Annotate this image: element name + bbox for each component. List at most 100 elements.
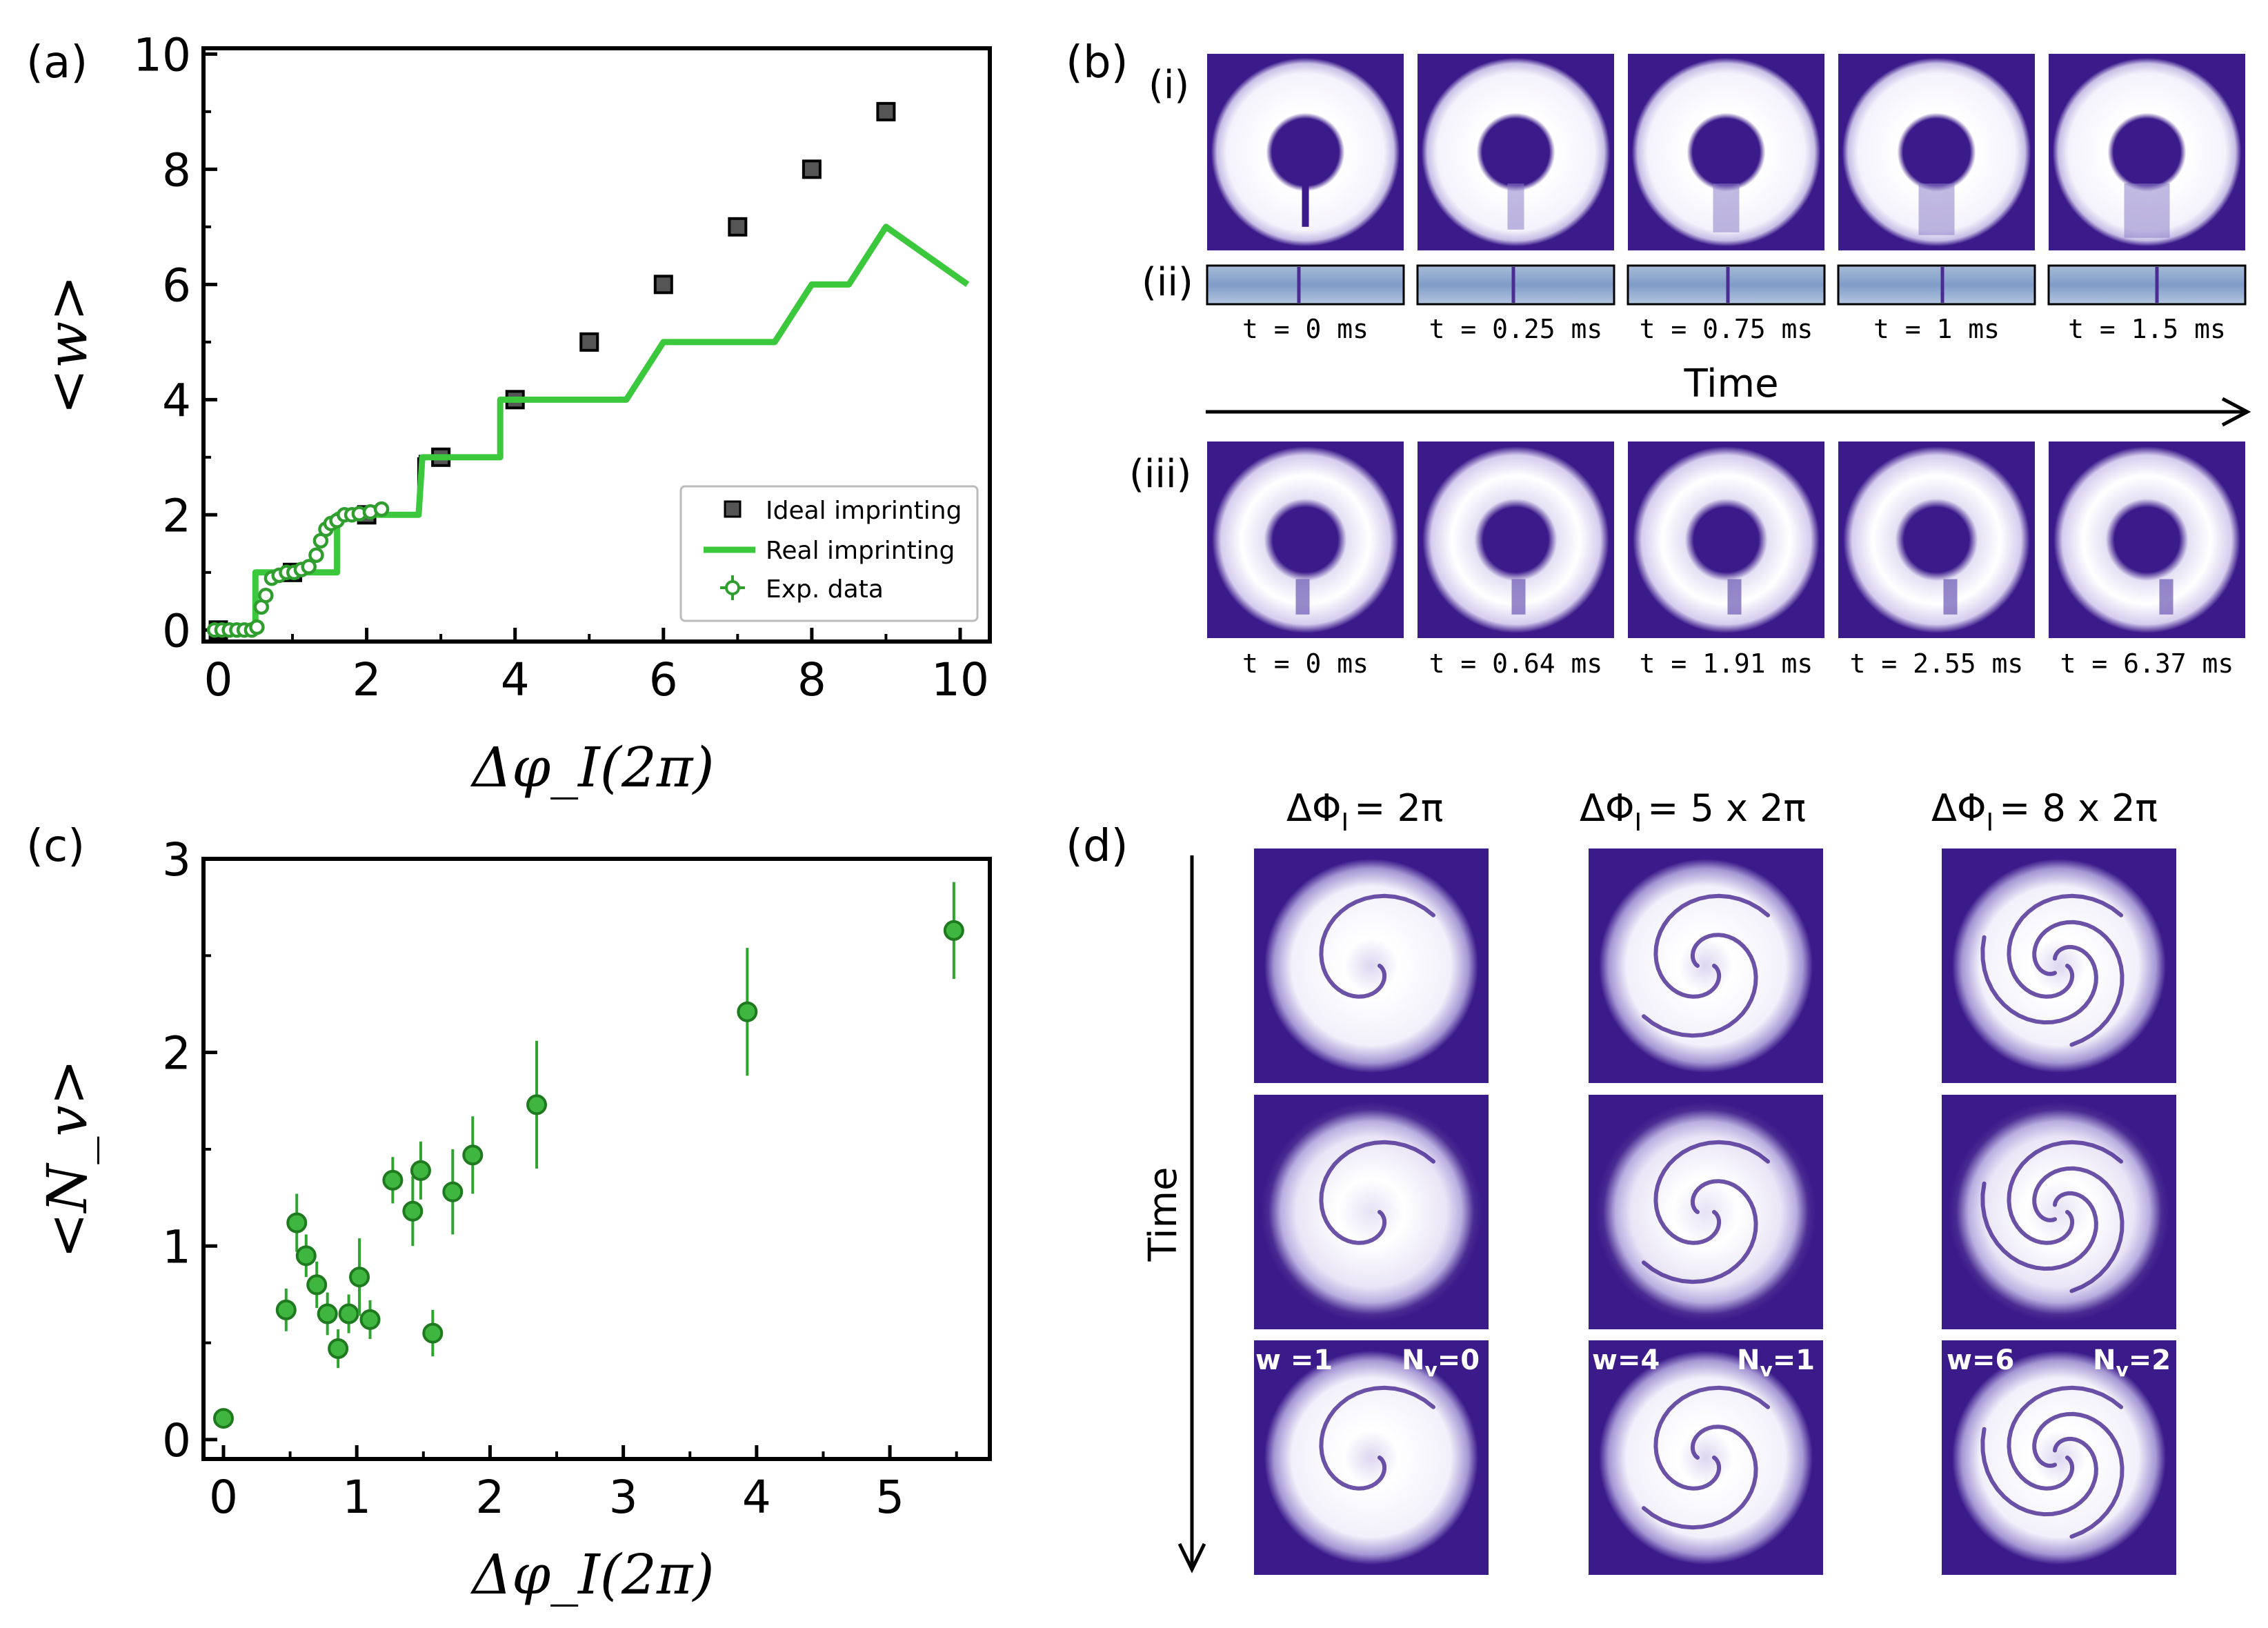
d-spiral-arm: [1980, 935, 2098, 1025]
panel-label-d: (d): [1066, 821, 1128, 872]
d-image-disk: [1595, 1347, 1816, 1568]
b-ring-notch: [2124, 183, 2170, 238]
chart-c-ticks: 0 1 2 3 4 5 0 1 2 3: [162, 833, 958, 1524]
c-point: [212, 1408, 234, 1429]
b-strip-image: [1416, 264, 1615, 306]
c-point: [359, 1309, 381, 1330]
d-spiral-arm: [2032, 1166, 2125, 1293]
c-ytick-label: 1: [162, 1220, 191, 1273]
header-3-text: ΔΦI = 8 x 2π: [1931, 786, 2158, 837]
header-2-text: ΔΦI = 5 x 2π: [1580, 786, 1806, 837]
panel-label-c: (c): [26, 821, 85, 872]
c-point: [286, 1212, 308, 1233]
c-xtick-label: 3: [609, 1471, 638, 1524]
legend-exp-marker: [725, 580, 740, 595]
legend-box: [679, 485, 979, 622]
panel-d-header-1: ΔΦI = 2π: [1286, 786, 1443, 837]
b-strip-image: [1206, 264, 1405, 306]
d-spiral-arm: [1642, 1179, 1758, 1284]
d-image-disk: [1595, 1102, 1816, 1322]
c-point: [737, 1001, 758, 1022]
c-xtick-label: 4: [742, 1471, 771, 1524]
panel-b-row-iii: [1207, 441, 2245, 638]
b-time-label-top: t = 1.5 ms: [2068, 314, 2226, 344]
panel-label-b: (b): [1066, 37, 1128, 88]
chart-c: 0 1 2 3 4 5 0 1 2 3 Δφ_I(2π) <N_v>: [35, 833, 992, 1607]
c-point: [943, 920, 964, 941]
b-ring-notch: [1507, 183, 1524, 230]
c-point: [410, 1160, 431, 1181]
a-exp-point: [258, 587, 274, 604]
a-ytick-label: 0: [162, 604, 191, 657]
d-spiral-arm: [2007, 1140, 2123, 1245]
panel-b-time-labels-bottom: t = 0 ms t = 0.64 ms t = 1.91 ms t = 2.55 m…: [1242, 648, 2234, 679]
c-point: [402, 1200, 424, 1222]
chart-a-legend: Ideal imprinting Real imprinting Exp. da…: [679, 485, 979, 622]
c-point: [306, 1274, 328, 1296]
overlay-nv-2: Nv=1: [1737, 1344, 1815, 1381]
a-xtick-label: 2: [352, 653, 381, 706]
panel-b-row-label-i: (i): [1148, 63, 1189, 108]
b-ring-image-bottom: [1628, 441, 1824, 638]
d-spiral-arm: [1980, 1427, 2098, 1517]
c-xtick-label: 1: [342, 1471, 371, 1524]
b-time-label-bottom: t = 1.91 ms: [1640, 648, 1813, 679]
d-image-disk: [1949, 1102, 2169, 1322]
d-image-disk: [1949, 1347, 2169, 1568]
legend-exp-label: Exp. data: [766, 575, 884, 604]
overlay-w-3: w=6: [1947, 1344, 2014, 1376]
legend-ideal-marker: [724, 500, 742, 518]
b-strip-line: [1726, 267, 1730, 303]
panel-d-image-grid: [1254, 848, 2176, 1575]
d-spiral-arm: [1980, 1181, 2098, 1271]
panel-b-row-label-ii: (ii): [1142, 260, 1193, 305]
b-strip-line: [1297, 267, 1301, 303]
panel-b-time-labels-top: t = 0 ms t = 0.25 ms t = 0.75 ms t = 1 ms t …: [1242, 314, 2226, 344]
panel-d-header-2: ΔΦI = 5 x 2π: [1580, 786, 1806, 837]
a-ideal-point: [802, 159, 822, 179]
panel-b-row-label-iii: (iii): [1129, 452, 1191, 497]
chart-a-frame: [201, 46, 992, 644]
chart-c-frame: [201, 857, 992, 1461]
time-axis-label: Time: [1683, 361, 1778, 406]
chart-a-xlabel: Δφ_I(2π): [470, 735, 714, 800]
c-point: [328, 1338, 349, 1360]
c-ytick-label: 2: [162, 1027, 191, 1080]
panel-d-time-arrow-head: [1177, 1542, 1206, 1574]
d-spiral-arm: [1653, 893, 1770, 999]
panel-b: (i) (ii) (iii) t = 0 ms t = 0.25 ms t = 0.…: [1129, 54, 2251, 679]
panel-d-header-3: ΔΦI = 8 x 2π: [1931, 786, 2158, 837]
a-exp-point: [301, 559, 317, 575]
overlay-nv-1: Nv=0: [1402, 1344, 1480, 1381]
b-strip-image: [2047, 264, 2247, 306]
c-point: [349, 1267, 370, 1288]
c-xtick-label: 5: [875, 1471, 904, 1524]
a-ytick-label: 10: [133, 28, 191, 81]
b-ring-defect: [2159, 579, 2174, 615]
b-time-label-bottom: t = 0.64 ms: [1429, 648, 1603, 679]
c-point: [275, 1299, 297, 1320]
legend-ideal-label: Ideal imprinting: [766, 497, 962, 525]
b-time-label-bottom: t = 2.55 ms: [1850, 648, 2024, 679]
d-image-disk: [1261, 1102, 1482, 1322]
a-ytick-label: 2: [162, 489, 191, 542]
a-xtick-label: 0: [204, 653, 233, 706]
c-point: [295, 1245, 317, 1267]
a-ideal-point: [876, 101, 896, 121]
d-spiral-arm: [2007, 1385, 2123, 1491]
a-xtick-label: 4: [501, 653, 530, 706]
b-time-label-top: t = 0 ms: [1242, 314, 1369, 344]
d-spiral-arm: [1642, 933, 1758, 1038]
b-ring-image-bottom: [1838, 441, 2035, 638]
c-point: [422, 1322, 444, 1344]
d-spiral-arm: [1653, 1140, 1770, 1245]
chart-a-ylabel: <w>: [35, 275, 99, 415]
c-ytick-label: 3: [162, 833, 191, 886]
b-strip-line: [1511, 267, 1515, 303]
c-point: [462, 1144, 484, 1166]
b-strip-image: [1837, 264, 2036, 306]
b-ring-defect: [1511, 579, 1526, 615]
b-time-label-top: t = 0.25 ms: [1429, 314, 1603, 344]
d-image-disk: [1949, 855, 2169, 1076]
c-point: [338, 1303, 359, 1324]
